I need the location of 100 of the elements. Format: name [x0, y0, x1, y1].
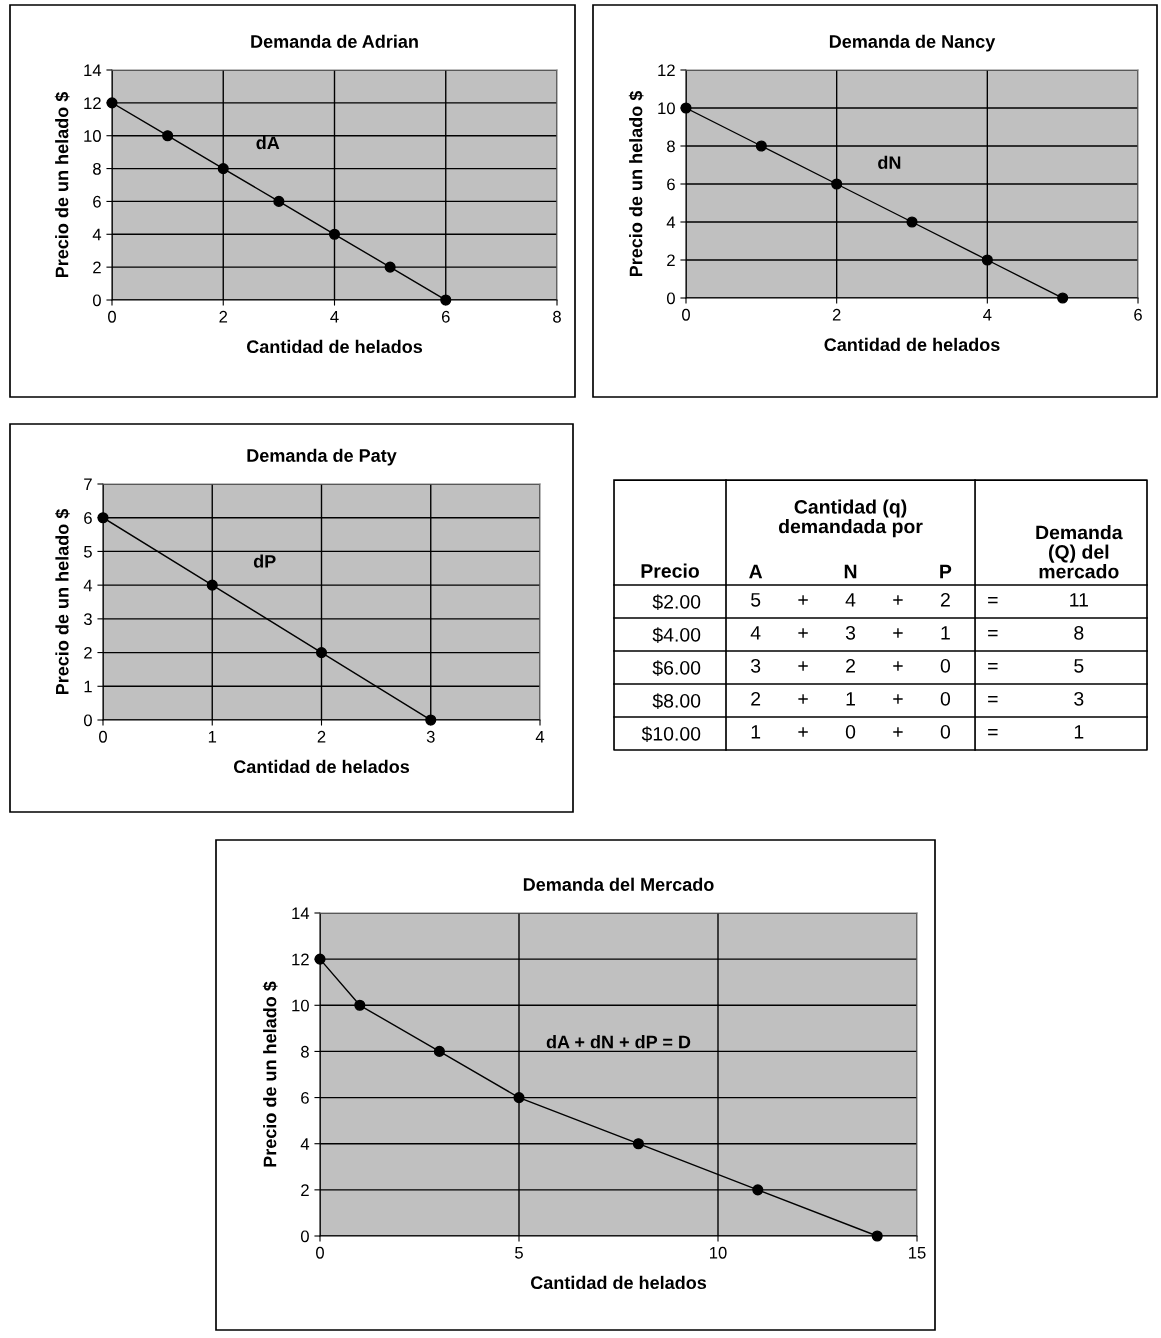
y-axis-title: Precio de un helado $	[262, 981, 278, 1167]
y-tick-label: 6	[667, 178, 675, 191]
y-tick-label: 0	[92, 294, 101, 307]
data-label: 2	[751, 691, 761, 706]
point	[513, 1092, 525, 1104]
annotation: +	[798, 694, 808, 704]
y-tick-label: 2	[84, 646, 92, 659]
data-label: 1	[941, 626, 950, 640]
x-axis-title: Cantidad de helados	[530, 1275, 707, 1290]
point	[273, 195, 285, 207]
x-tick-label: A	[749, 564, 763, 579]
y-tick-label: 8	[93, 162, 101, 175]
point	[162, 130, 174, 142]
y-tick-label: 6	[301, 1091, 309, 1104]
y-tick-label: 2	[667, 254, 675, 267]
annotation: dN	[878, 155, 901, 170]
point	[680, 102, 692, 114]
y-axis-title: Precio	[641, 563, 699, 578]
point	[97, 512, 109, 524]
y-tick-label: 4	[300, 1138, 310, 1150]
y-tick-label: 6	[93, 195, 101, 208]
y-tick-label: 4	[92, 228, 102, 241]
y-tick-label: 1	[84, 680, 92, 693]
annotation: =	[988, 695, 998, 703]
y-tick-label: 4	[83, 579, 93, 592]
y-tick-label: 0	[300, 1230, 309, 1243]
x-tick-label: 10	[710, 1246, 727, 1259]
y-tick-label: $8.00	[652, 693, 701, 709]
y-axis-title: Precio de un helado $	[628, 90, 644, 277]
data-label: 11	[1070, 593, 1088, 607]
point	[440, 294, 452, 306]
point	[433, 1045, 445, 1057]
annotation: =	[988, 629, 998, 637]
point	[384, 261, 396, 273]
point	[906, 216, 918, 228]
data-label: 0	[940, 658, 951, 673]
data-label: 5	[751, 593, 761, 607]
y-tick-label: 2	[301, 1184, 309, 1196]
y-tick-label: 8	[301, 1045, 309, 1058]
y-tick-label: 12	[84, 97, 101, 109]
x-axis-title: Cantidad de helados	[246, 339, 423, 354]
y-tick-label: 5	[83, 546, 92, 558]
y-tick-label: 0	[666, 292, 675, 305]
x-tick-label: 3	[426, 730, 435, 743]
annotation: +	[798, 727, 808, 737]
y-tick-label: 14	[84, 64, 102, 77]
x-tick-label: 0	[108, 310, 116, 323]
x-tick-label: 6	[1134, 308, 1142, 321]
x-tick-label: P	[940, 564, 952, 579]
data-label: 4	[750, 626, 761, 640]
annotation: +	[798, 595, 808, 605]
x-tick-label: 6	[441, 310, 450, 323]
y-tick-label: 8	[667, 140, 675, 153]
x-tick-label: 4	[983, 309, 992, 321]
annotation: dA	[256, 135, 280, 150]
data-label: 5	[1074, 659, 1084, 673]
data-label: 2	[940, 592, 950, 607]
annotation: dA + dN + dP = D	[546, 1035, 691, 1049]
x-tick-label: Demanda (Q) del mercado	[1036, 525, 1123, 579]
y-axis-title: Precio de un helado $	[54, 91, 70, 278]
x-tick-label: 0	[682, 308, 690, 321]
y-tick-label: $6.00	[652, 660, 701, 676]
y-tick-label: 7	[84, 478, 92, 491]
y-tick-label: 14	[292, 907, 310, 920]
y-tick-label: 12	[292, 953, 309, 966]
chart-title: Demanda del Mercado	[523, 877, 714, 891]
point	[755, 140, 767, 152]
y-tick-label: 2	[93, 261, 101, 274]
point	[314, 953, 326, 965]
y-axis-title: Precio de un helado $	[55, 508, 70, 695]
annotation: +	[893, 595, 903, 605]
x-tick-label: 15	[909, 1247, 926, 1259]
x-axis-title: Cantidad de helados	[233, 759, 410, 774]
y-tick-label: 6	[84, 512, 92, 524]
point	[425, 714, 437, 726]
annotation: dP	[253, 554, 276, 568]
data-label: 1	[846, 692, 855, 706]
annotation: =	[988, 728, 998, 736]
y-tick-label: 12	[658, 64, 675, 77]
data-label: 8	[1074, 625, 1084, 640]
data-label: 2	[846, 658, 855, 673]
text: Cantidad (q) demandada por	[778, 499, 923, 538]
point	[752, 1184, 764, 1196]
point	[106, 97, 118, 109]
annotation: +	[893, 694, 903, 704]
x-tick-label: 0	[316, 1246, 324, 1259]
annotation: =	[988, 596, 998, 604]
annotation: +	[798, 628, 808, 638]
x-tick-label: 8	[553, 310, 561, 323]
point	[328, 228, 341, 240]
x-tick-label: N	[844, 564, 857, 579]
point	[1057, 292, 1069, 304]
annotation: +	[893, 661, 903, 671]
y-tick-label: $4.00	[652, 627, 701, 643]
x-tick-label: 1	[208, 731, 217, 743]
chart-title: Demanda de Paty	[247, 448, 397, 466]
y-tick-label: $2.00	[652, 594, 701, 610]
y-tick-label: 4	[666, 216, 676, 229]
x-tick-label: 2	[832, 308, 841, 321]
point	[981, 254, 993, 266]
